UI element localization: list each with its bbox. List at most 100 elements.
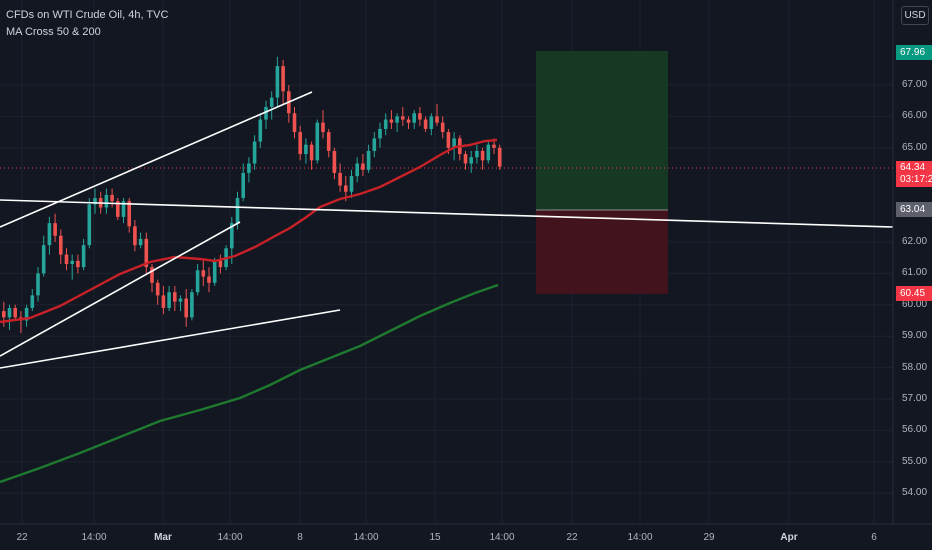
candle xyxy=(440,116,445,139)
candle xyxy=(412,110,416,129)
stop-loss-zone[interactable] xyxy=(536,210,668,294)
candle-body xyxy=(349,176,354,192)
time-tick-label: 14:00 xyxy=(489,532,515,543)
candle-body xyxy=(167,292,171,308)
entry-price-tag: 63.04 xyxy=(896,202,932,217)
candle xyxy=(70,254,74,280)
candle xyxy=(190,289,194,321)
candle xyxy=(275,56,280,107)
candle-body xyxy=(435,116,439,123)
indicator-label[interactable]: MA Cross 50 & 200 xyxy=(6,26,101,38)
candle-body xyxy=(133,226,137,246)
time-tick-label: 29 xyxy=(703,532,715,543)
candle-body xyxy=(218,260,223,268)
candle-body xyxy=(93,198,97,205)
candle-body xyxy=(127,201,131,227)
chart-legend: CFDs on WTI Crude Oil, 4h, TVC MA Cross … xyxy=(6,7,168,41)
candle-body xyxy=(41,245,46,274)
candle-body xyxy=(361,163,365,170)
candle xyxy=(59,229,63,264)
candle xyxy=(338,163,342,192)
time-tick-label: Mar xyxy=(154,532,172,543)
candle xyxy=(212,257,217,286)
price-tick-label: 57.00 xyxy=(902,393,928,404)
candle-body xyxy=(338,172,342,186)
candle-body xyxy=(304,144,308,155)
candle-body xyxy=(173,292,177,302)
candle-body xyxy=(412,113,416,123)
currency-button[interactable]: USD xyxy=(901,6,929,25)
candle xyxy=(13,304,17,321)
candle-body xyxy=(480,150,485,161)
candle xyxy=(138,232,143,249)
candle-body xyxy=(292,113,297,133)
candle-body xyxy=(64,254,69,264)
time-tick-label: 22 xyxy=(566,532,578,543)
candle xyxy=(458,135,462,161)
time-tick-label: Apr xyxy=(780,532,798,543)
candle xyxy=(326,128,331,158)
candle-body xyxy=(155,282,160,296)
candle xyxy=(389,110,394,129)
horizontal-trendline[interactable] xyxy=(0,199,894,228)
candle-body xyxy=(258,119,263,142)
price-tick-label: 66.00 xyxy=(902,110,928,122)
candle xyxy=(116,198,120,221)
candle-body xyxy=(184,298,188,318)
candle-body xyxy=(47,223,52,246)
candle xyxy=(133,220,137,252)
candle xyxy=(480,147,485,170)
symbol-title[interactable]: CFDs on WTI Crude Oil, 4h, TVC xyxy=(6,9,169,21)
time-tick-label: 22 xyxy=(16,532,28,543)
candle-body xyxy=(469,157,473,164)
candle-body xyxy=(389,119,394,123)
candle xyxy=(41,235,46,277)
candle-body xyxy=(195,270,200,293)
candle xyxy=(155,279,160,305)
candle xyxy=(167,285,171,312)
candle-body xyxy=(110,194,114,202)
candle xyxy=(195,263,200,296)
candle xyxy=(423,116,428,133)
price-tick-label: 67.00 xyxy=(902,79,928,90)
stop-price-value: 60.45 xyxy=(900,288,926,299)
support-trendline[interactable] xyxy=(0,309,341,369)
candle-body xyxy=(252,141,257,164)
candle-body xyxy=(121,201,126,217)
stop-price-tag: 60.45 xyxy=(896,286,932,301)
candle xyxy=(366,144,371,173)
price-tick-label: 54.00 xyxy=(902,487,928,499)
candle xyxy=(378,122,382,148)
candle xyxy=(269,91,274,120)
candle-body xyxy=(326,132,331,151)
price-tick-label: 61.00 xyxy=(902,267,928,279)
candle xyxy=(281,59,285,104)
candle-body xyxy=(378,128,382,139)
candle xyxy=(81,238,86,271)
candle xyxy=(87,198,92,249)
channel-lower-trendline[interactable] xyxy=(0,221,241,357)
candle xyxy=(76,254,80,274)
candle-body xyxy=(24,307,29,321)
candle-body xyxy=(235,198,240,224)
candle xyxy=(36,267,40,302)
take-profit-zone[interactable] xyxy=(536,51,668,210)
candle-body xyxy=(298,132,302,155)
candle xyxy=(321,110,325,139)
candle-body xyxy=(264,106,268,120)
candle xyxy=(418,106,422,126)
price-tick-label: 59.00 xyxy=(902,330,928,342)
candle xyxy=(30,289,35,312)
candle-body xyxy=(275,66,280,98)
candle-body xyxy=(30,295,35,308)
time-tick-label: 14:00 xyxy=(81,532,107,543)
candle-body xyxy=(395,116,399,123)
candle xyxy=(7,304,12,330)
candle-body xyxy=(332,150,337,173)
candle-body xyxy=(81,245,86,268)
channel-upper-trendline[interactable] xyxy=(0,91,313,228)
target-price-value: 67.96 xyxy=(900,47,926,58)
candle-body xyxy=(116,201,120,217)
time-tick-label: 15 xyxy=(429,532,441,543)
